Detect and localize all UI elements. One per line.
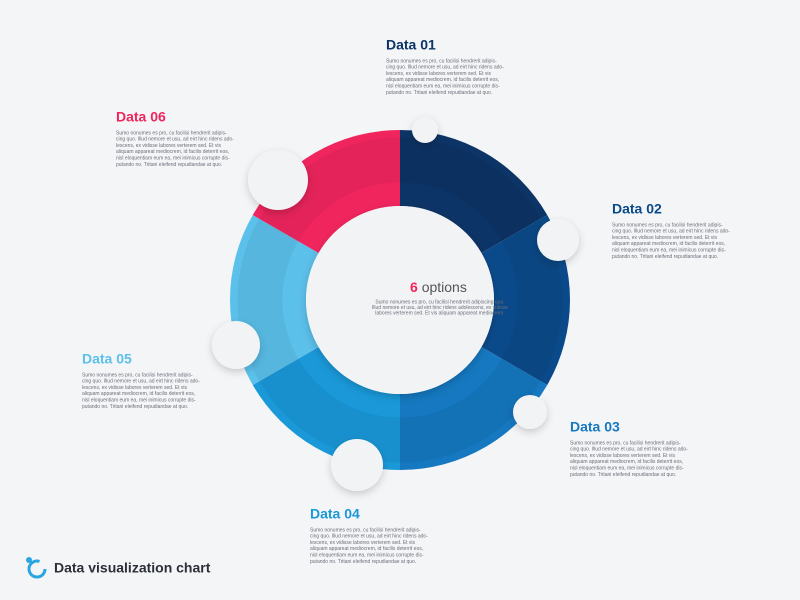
item-text: aliquam appareat mediocrem, id facilis d… (570, 459, 683, 465)
segment (252, 347, 400, 470)
segment (400, 347, 548, 470)
item-text: lescens, ex vidisse labores verterem sed… (612, 235, 718, 241)
bubble (513, 395, 547, 429)
footer-icon-dot (26, 557, 32, 563)
item-text: Sumo nonumes es pro, cu facilisi hendrer… (310, 527, 421, 533)
item-text: nisl eloquentiam eum ea, mei inimicus co… (82, 398, 196, 404)
item-text: aliquam appareat mediocrem, id facilis d… (612, 241, 725, 247)
item-text: Sumo nonumes es pro, cu facilisi hendrer… (116, 130, 227, 136)
item-text: nisl eloquentiam eum ea, mei inimicus co… (612, 248, 726, 254)
item-text: aliquam appareat mediocrem, id facilis d… (116, 149, 229, 155)
donut (230, 130, 570, 470)
items: Data 01 Sumo nonumes es pro, cu facilisi … (82, 37, 730, 565)
item-text: lescens, ex vidisse labores verterem sed… (386, 71, 492, 77)
footer-icon (27, 559, 47, 579)
item-text: putando no. Tritani eleifend repudiandae… (82, 404, 188, 410)
item-text: cing quo. Illud nemore et usu, ad eirt h… (82, 379, 200, 385)
item-text: nisl eloquentiam eum ea, mei inimicus co… (570, 466, 684, 472)
center-line: Illud nemore et usu, ad eirt hinc ridens… (372, 305, 508, 311)
bubbles (212, 117, 579, 491)
item-text: aliquam appareat mediocrem, id facilis d… (310, 546, 423, 552)
bubble (248, 150, 308, 210)
item-text: cing quo. Illud nemore et usu, ad eirt h… (310, 534, 428, 540)
item-title: Data 02 (612, 201, 662, 217)
item-text: putando no. Tritani eleifend repudiandae… (116, 162, 222, 168)
item-text: cing quo. Illud nemore et usu, ad eirt h… (612, 229, 730, 235)
item-text: Sumo nonumes es pro, cu facilisi hendrer… (386, 58, 497, 64)
segment (252, 130, 400, 253)
center-count: 6 (410, 279, 418, 295)
item-text: Sumo nonumes es pro, cu facilisi hendrer… (612, 222, 723, 228)
inner-band (237, 137, 563, 463)
footer-title: Data visualization chart (54, 560, 211, 576)
center-heading: 6 options (410, 279, 467, 295)
item-text: lescens, ex vidisse labores verterem sed… (570, 453, 676, 459)
item-text: lescens, ex vidisse labores verterem sed… (116, 143, 222, 149)
item-text: nisl eloquentiam eum ea, mei inimicus co… (310, 553, 424, 559)
item-text: aliquam appareat mediocrem, id facilis d… (82, 391, 195, 397)
item-title: Data 04 (310, 506, 360, 522)
center-disc (306, 206, 494, 394)
item-text: cing quo. Illud nemore et usu, ad eirt h… (116, 137, 234, 143)
item-text: putando no. Tritani eleifend repudiandae… (386, 90, 492, 96)
item-text: aliquam appareat mediocrem, id facilis d… (386, 77, 499, 83)
item-text: putando no. Tritani eleifend repudiandae… (570, 472, 676, 478)
bubble (537, 219, 579, 261)
item-title: Data 01 (386, 37, 436, 53)
center-line: labores verterem sed. Et vis aliquam app… (375, 310, 505, 316)
bubble (412, 117, 438, 143)
item-text: nisl eloquentiam eum ea, mei inimicus co… (116, 156, 230, 162)
item-text: lescens, ex vidisse labores verterem sed… (310, 540, 416, 546)
bubble (331, 439, 383, 491)
center-line: Sumo nonumes es pro, cu facilisi hendrer… (375, 299, 504, 305)
item-title: Data 05 (82, 351, 132, 367)
item-text: putando no. Tritani eleifend repudiandae… (310, 559, 416, 565)
item-text: cing quo. Illud nemore et usu, ad eirt h… (386, 65, 504, 71)
item-text: nisl eloquentiam eum ea, mei inimicus co… (386, 84, 500, 90)
bubble (212, 321, 260, 369)
item-title: Data 06 (116, 109, 166, 125)
item-text: Sumo nonumes es pro, cu facilisi hendrer… (82, 372, 193, 378)
center-text: Sumo nonumes es pro, cu facilisi hendrer… (372, 299, 508, 316)
center-label: options (422, 279, 467, 295)
item-text: putando no. Tritani eleifend repudiandae… (612, 254, 718, 260)
item-text: Sumo nonumes es pro, cu facilisi hendrer… (570, 440, 681, 446)
item-title: Data 03 (570, 419, 620, 435)
item-text: cing quo. Illud nemore et usu, ad eirt h… (570, 447, 688, 453)
segment (400, 130, 548, 253)
item-text: lescens, ex vidisse labores verterem sed… (82, 385, 188, 391)
